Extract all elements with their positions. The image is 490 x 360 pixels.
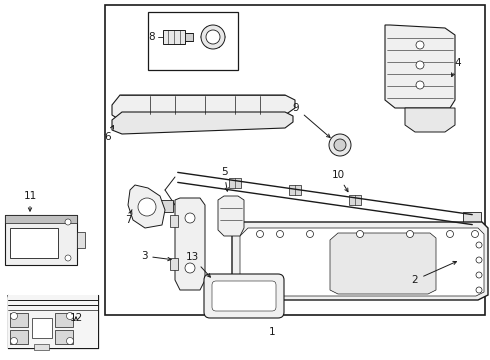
Circle shape (334, 139, 346, 151)
Bar (32, 318, 52, 338)
Circle shape (256, 230, 264, 238)
Polygon shape (232, 222, 488, 300)
Bar (77, 232, 85, 248)
Bar (229, 178, 241, 188)
Bar (185, 33, 193, 41)
Circle shape (476, 287, 482, 293)
Bar (8, 295, 98, 348)
Circle shape (407, 230, 414, 238)
Polygon shape (175, 198, 205, 290)
Polygon shape (240, 228, 484, 296)
Text: 12: 12 (70, 313, 83, 323)
Circle shape (276, 230, 284, 238)
Circle shape (476, 242, 482, 248)
Bar (34, 344, 49, 350)
Bar (289, 185, 301, 195)
Circle shape (185, 213, 195, 223)
Bar (10, 313, 28, 327)
Bar (105, 5, 485, 315)
Circle shape (446, 230, 454, 238)
Polygon shape (330, 233, 436, 294)
Polygon shape (405, 108, 455, 132)
Circle shape (471, 230, 479, 238)
Bar (170, 215, 178, 227)
Circle shape (416, 41, 424, 49)
Circle shape (201, 25, 225, 49)
Circle shape (416, 81, 424, 89)
Circle shape (185, 263, 195, 273)
Circle shape (138, 198, 156, 216)
Text: 4: 4 (452, 58, 461, 77)
Bar (10, 228, 58, 258)
Bar (5, 215, 77, 223)
Bar (5, 215, 77, 265)
Bar (170, 258, 178, 270)
Polygon shape (112, 95, 295, 120)
Circle shape (65, 255, 71, 261)
Circle shape (65, 219, 71, 225)
Text: 5: 5 (220, 167, 228, 191)
Circle shape (10, 312, 18, 320)
Circle shape (206, 30, 220, 44)
Bar (155, 200, 173, 212)
FancyBboxPatch shape (212, 281, 276, 311)
Circle shape (357, 230, 364, 238)
Circle shape (67, 312, 74, 320)
Circle shape (307, 230, 314, 238)
Circle shape (329, 134, 351, 156)
Text: 7: 7 (124, 210, 132, 225)
Text: 13: 13 (185, 252, 210, 277)
Polygon shape (218, 196, 244, 236)
Bar (55, 330, 73, 344)
Text: 8: 8 (148, 32, 155, 42)
Circle shape (476, 272, 482, 278)
Text: 3: 3 (141, 251, 171, 261)
Text: 2: 2 (412, 261, 457, 285)
Bar (148, 12, 238, 70)
Text: 10: 10 (331, 170, 348, 192)
Text: 1: 1 (269, 327, 275, 337)
Polygon shape (128, 185, 165, 228)
Bar (349, 195, 361, 205)
FancyBboxPatch shape (204, 274, 284, 318)
Text: 6: 6 (105, 126, 114, 142)
Text: 9: 9 (293, 103, 330, 138)
Circle shape (416, 61, 424, 69)
Circle shape (476, 257, 482, 263)
Text: 11: 11 (24, 191, 37, 211)
Bar (55, 313, 73, 327)
Bar (10, 330, 28, 344)
Bar (463, 212, 481, 230)
Circle shape (10, 338, 18, 345)
Bar (163, 30, 185, 44)
Polygon shape (385, 25, 455, 108)
Circle shape (67, 338, 74, 345)
Polygon shape (112, 112, 293, 134)
